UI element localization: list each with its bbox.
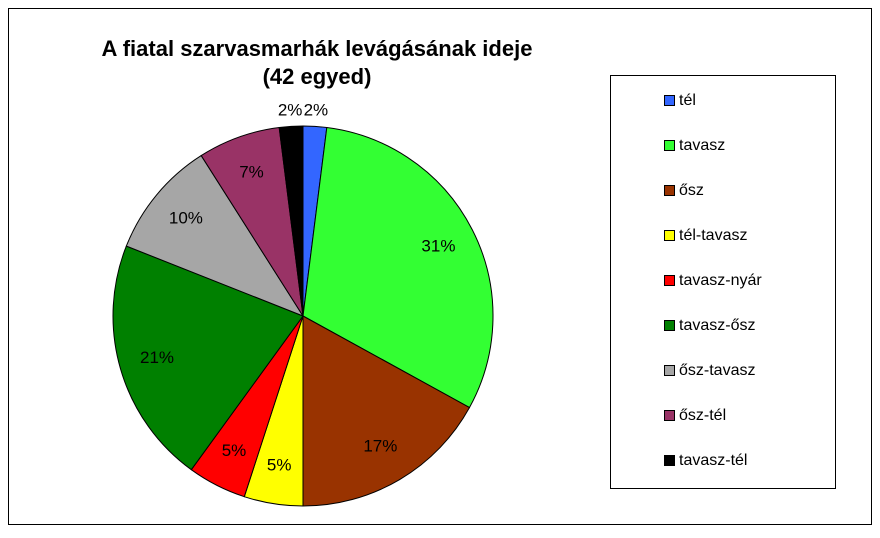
legend-label: ősz-tavasz [679,362,755,379]
pie-slice [302,126,494,409]
data-label: 7% [239,162,264,181]
legend-swatch [664,275,675,286]
legend-swatch [664,455,675,466]
data-label: 2% [278,101,303,120]
legend-label: tavasz-tél [679,452,747,469]
data-label: 17% [363,436,397,455]
data-label: 5% [267,456,292,475]
chart-title: A fiatal szarvasmarhák levágásának ideje [102,36,533,61]
pie-slice [125,154,305,318]
legend-label: tavasz [679,137,725,154]
legend-swatch [664,410,675,421]
pie-slice [112,245,304,471]
legend-label: tavasz-nyár [679,272,762,289]
data-label: 31% [421,236,455,255]
data-label: 21% [140,348,174,367]
data-label: 2% [304,101,329,120]
legend-label: tél [679,92,696,109]
legend-label: tavasz-ősz [679,317,755,334]
legend-label: tél-tavasz [679,227,747,244]
pie-slice [302,315,471,507]
data-label: 10% [169,209,203,228]
chart-subtitle: (42 egyed) [263,64,372,89]
legend-box [610,75,836,489]
legend-swatch [664,95,675,106]
legend-swatch [664,185,675,196]
legend-swatch [664,140,675,151]
pie-slice [278,125,304,317]
legend-swatch [664,230,675,241]
legend-label: ősz-tél [679,407,726,424]
legend-swatch [664,320,675,331]
legend-label: ősz [679,182,704,199]
legend-swatch [664,365,675,376]
data-label: 5% [222,441,247,460]
